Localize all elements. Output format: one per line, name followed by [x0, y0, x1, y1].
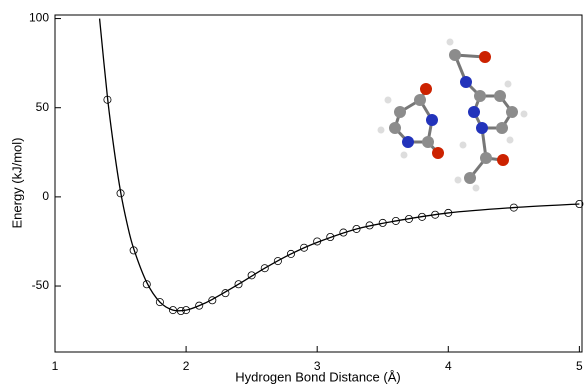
y-tick-label: -50: [32, 278, 50, 292]
x-tick-label: 4: [445, 359, 452, 373]
fit-line: [100, 19, 580, 311]
y-tick-label: 0: [42, 189, 49, 203]
molecule-image: [395, 55, 512, 178]
x-tick-label: 1: [52, 359, 59, 373]
plot-frame: [55, 15, 582, 352]
chart: Hydrogen Bond Distance (Å) Energy (kJ/mo…: [0, 0, 586, 386]
molecule-atoms: [378, 39, 528, 192]
x-tick-label: 5: [576, 359, 583, 373]
x-tick-label: 2: [183, 359, 190, 373]
y-tick-label: 50: [36, 100, 50, 114]
y-tick-label: 100: [29, 11, 49, 25]
x-tick-label: 3: [314, 359, 321, 373]
y-axis-label: Energy (kJ/mol): [9, 137, 24, 228]
